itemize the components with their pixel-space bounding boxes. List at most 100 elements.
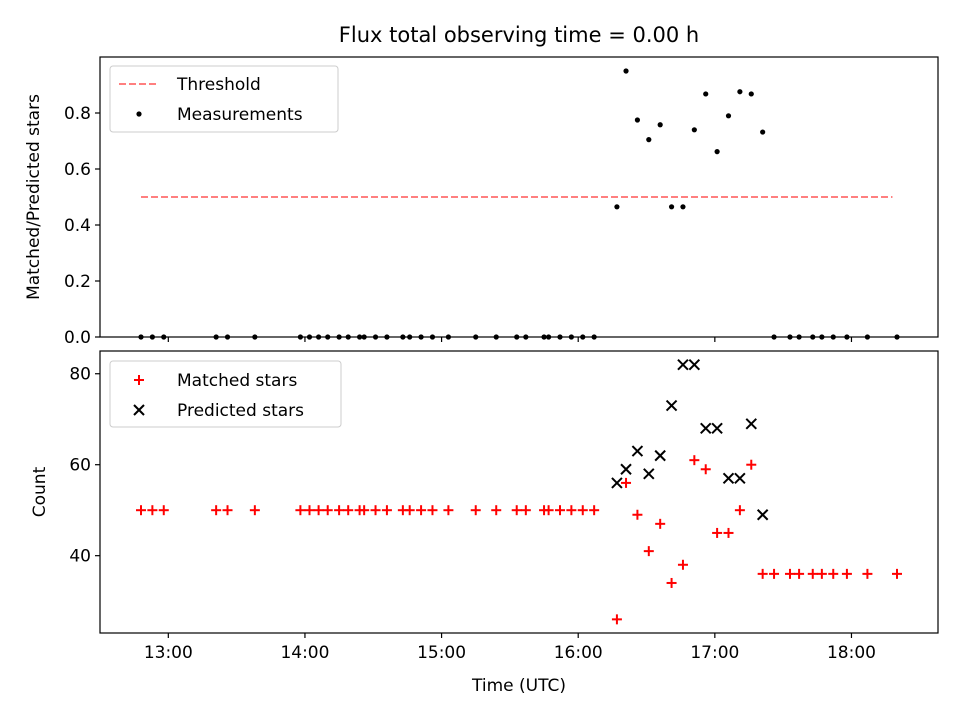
matched-point: [746, 459, 757, 470]
matched-point: [677, 559, 688, 570]
predicted-point: [643, 468, 655, 480]
count-points-layer: [135, 358, 903, 625]
matched-point: [491, 505, 502, 516]
matched-point: [589, 505, 600, 516]
measurement-point: [634, 117, 641, 123]
matched-point: [520, 505, 531, 516]
matched-point: [566, 505, 577, 516]
matched-point: [621, 477, 632, 488]
matched-point: [734, 505, 745, 516]
matched-point: [359, 505, 370, 516]
legend-measurements-swatch: [136, 111, 142, 117]
matched-point: [370, 505, 381, 516]
matched-point: [712, 527, 723, 538]
y-tick-label: 0.8: [64, 104, 91, 124]
matched-point: [643, 546, 654, 557]
matched-point: [343, 505, 354, 516]
x-tick-label: 17:00: [690, 643, 739, 663]
measurement-point: [614, 204, 620, 210]
measurement-point: [646, 137, 652, 143]
matched-point: [828, 568, 839, 579]
matched-point: [427, 505, 438, 516]
matched-point: [611, 614, 622, 625]
y-tick-label: 0.2: [64, 272, 91, 292]
measurement-point: [668, 204, 675, 210]
chart-title: Flux total observing time = 0.00 h: [339, 23, 699, 47]
matched-point: [666, 577, 677, 588]
x-axis-label: Time (UTC): [471, 676, 566, 696]
y-tick-label: 60: [69, 456, 91, 476]
legend-matched-label: Matched stars: [177, 371, 297, 391]
matched-point: [794, 568, 805, 579]
matched-point: [862, 568, 873, 579]
matched-point: [304, 505, 315, 516]
measurement-point: [623, 68, 629, 74]
matched-point: [147, 505, 158, 516]
top-panel: 0.00.20.40.60.8 Matched/Predicted stars …: [24, 56, 939, 348]
bottom-x-ticks: 13:00 14:00 15:00 16:00 17:00 18:00: [144, 633, 876, 663]
matched-point: [543, 505, 554, 516]
x-tick-label: 14:00: [280, 643, 329, 663]
x-tick-label: 16:00: [554, 643, 603, 663]
y-tick-label: 0.6: [64, 160, 91, 180]
legend-predicted-label: Predicted stars: [177, 401, 304, 421]
matched-point: [404, 505, 415, 516]
matched-point: [381, 505, 392, 516]
matched-point: [784, 568, 795, 579]
predicted-point: [620, 463, 632, 475]
matched-point: [655, 518, 666, 529]
matched-point: [723, 527, 734, 538]
bottom-y-ticks: 40 60 80: [69, 365, 100, 567]
matched-point: [416, 505, 427, 516]
matched-point: [816, 568, 827, 579]
top-x-ticks: [167, 337, 853, 342]
measurement-point: [657, 122, 663, 128]
legend-measurements-label: Measurements: [177, 105, 303, 125]
matched-point: [632, 509, 643, 520]
y-tick-label: 0.0: [64, 328, 91, 348]
top-axes-frame: [99, 56, 939, 338]
predicted-point: [711, 422, 723, 435]
matched-point: [892, 568, 903, 579]
legend-matched-swatch: [134, 375, 144, 385]
measurement-point: [737, 89, 743, 95]
bottom-panel: 40 60 80 13:00 14:00 15:00 16:00 17:00 18:00 Co…: [30, 350, 939, 696]
matched-point: [577, 505, 588, 516]
matched-point: [470, 505, 481, 516]
matched-point: [334, 505, 345, 516]
bottom-legend-box: [109, 360, 342, 428]
bottom-legend: Matched stars Predicted stars: [109, 360, 342, 428]
measurement-point: [714, 149, 720, 155]
y-tick-label: 0.4: [64, 216, 91, 236]
predicted-point: [654, 449, 666, 462]
matched-point: [313, 505, 324, 516]
bottom-axes-frame: [99, 350, 939, 634]
matched-point: [211, 505, 222, 516]
matched-point: [554, 505, 565, 516]
top-y-axis-label: Matched/Predicted stars: [24, 94, 44, 300]
predicted-point: [756, 509, 769, 521]
matched-point: [511, 505, 522, 516]
matched-point: [769, 568, 780, 579]
measurement-point: [703, 91, 709, 97]
predicted-point: [722, 472, 735, 485]
matched-point: [700, 464, 711, 475]
legend-threshold-label: Threshold: [176, 75, 261, 95]
predicted-point: [631, 445, 644, 457]
matched-point: [295, 505, 306, 516]
matched-point: [158, 505, 169, 516]
measurement-point: [691, 127, 697, 133]
top-legend-box: [109, 65, 339, 133]
matched-point: [135, 505, 146, 516]
matched-point: [249, 505, 260, 516]
legend-predicted-swatch: [133, 404, 145, 416]
y-tick-label: 40: [69, 547, 91, 567]
predicted-point: [665, 399, 678, 412]
matched-point: [807, 568, 818, 579]
measurement-point: [748, 91, 754, 97]
matched-point: [841, 568, 852, 579]
matched-point: [222, 505, 233, 516]
measurement-point: [760, 129, 766, 135]
predicted-point: [688, 358, 701, 371]
